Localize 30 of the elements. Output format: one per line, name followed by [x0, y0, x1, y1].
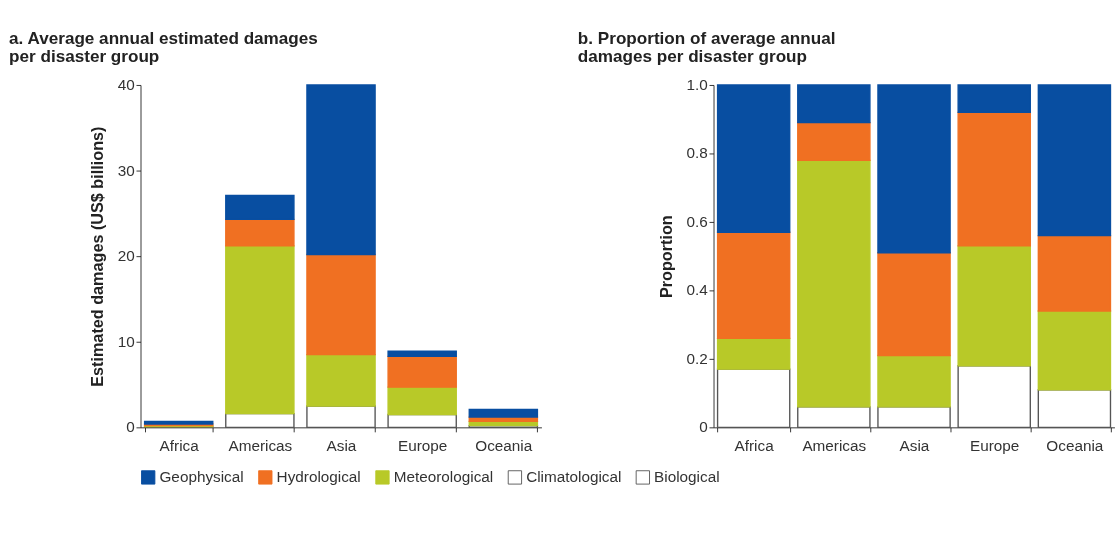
chart-title: a. Average annual estimated damages per disaster group [9, 28, 318, 67]
y-tick-label: 20 [117, 247, 135, 265]
y-tick-label: 0.8 [686, 144, 708, 162]
y-axis-title: Estimated damages (US$ billions) [88, 126, 107, 387]
y-tick-label: 10 [117, 332, 135, 350]
y-tick-label: 0 [126, 418, 135, 436]
y-tick-label: 1.0 [686, 75, 708, 93]
legend-label: Meteorological [393, 467, 494, 485]
x-tick-label: Oceania [475, 437, 533, 455]
x-tick-label: Americas [802, 437, 867, 455]
y-tick-label: 0 [699, 418, 708, 436]
y-tick-label: 30 [117, 161, 135, 179]
x-tick-label: Europe [397, 437, 448, 455]
legend-label: Hydrological [276, 467, 361, 485]
legend-label: Geophysical [159, 467, 244, 485]
y-tick-label: 0.2 [686, 349, 708, 367]
legend-label: Biological [654, 467, 720, 485]
y-tick-label: 0.6 [686, 212, 708, 230]
y-tick-label: 0.4 [686, 281, 709, 299]
y-axis-title: Proportion [657, 215, 675, 299]
x-tick-label: Africa [159, 437, 200, 455]
x-tick-label: Africa [734, 437, 775, 455]
x-tick-label: Americas [228, 437, 293, 455]
y-tick-label: 40 [117, 75, 135, 93]
x-tick-label: Oceania [1046, 437, 1104, 455]
x-tick-label: Asia [899, 437, 930, 455]
x-tick-label: Europe [970, 437, 1020, 455]
chart-title: b. Proportion of average annual damages per disaster group [577, 28, 836, 67]
x-tick-label: Asia [326, 437, 357, 455]
legend-label: Climatological [526, 467, 622, 485]
